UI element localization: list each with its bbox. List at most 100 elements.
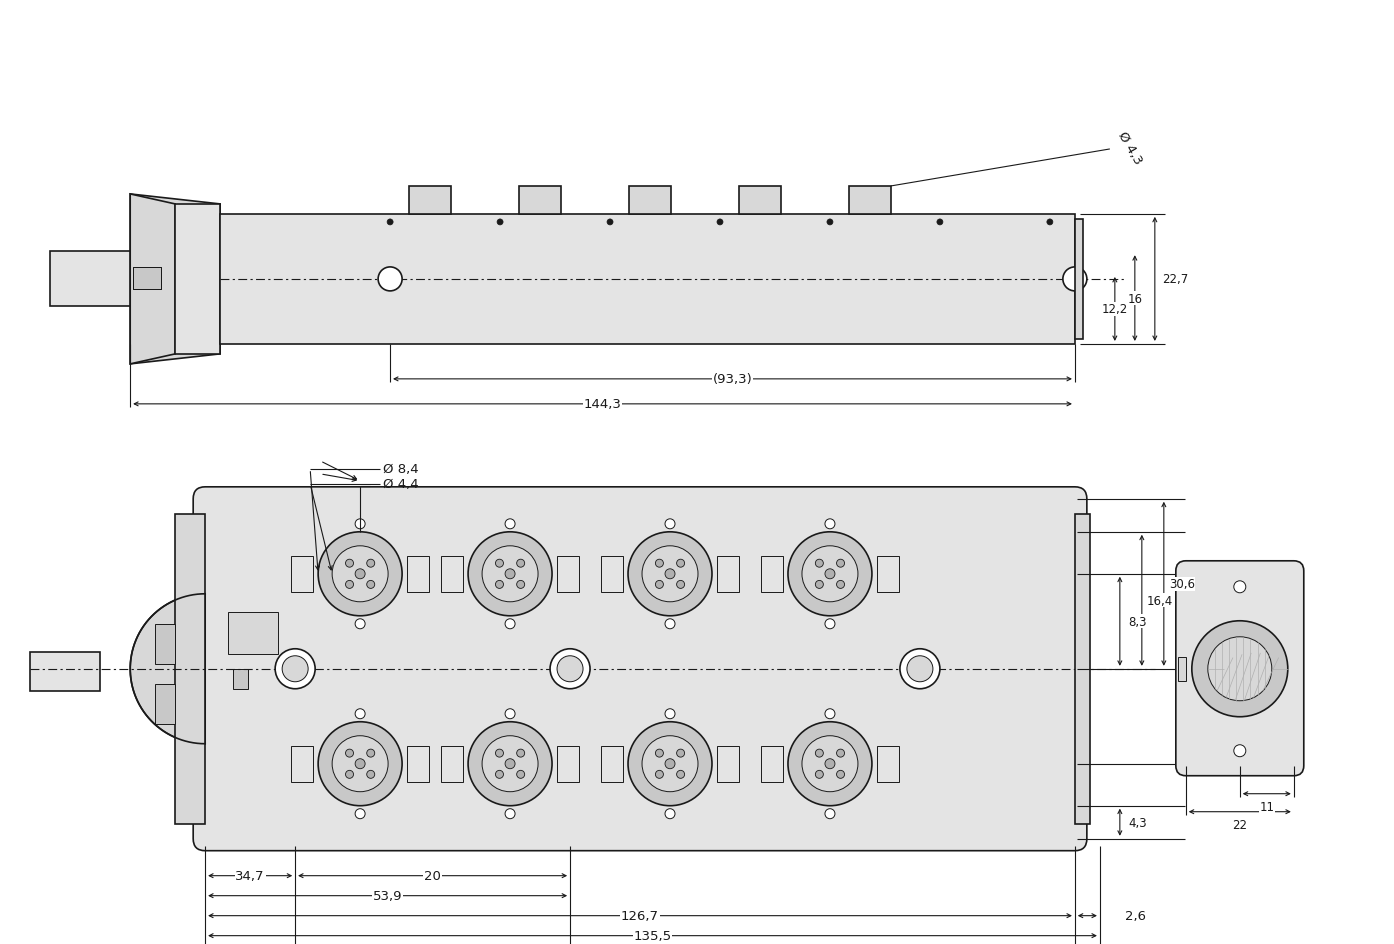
Circle shape [378, 267, 401, 292]
Text: Ø 4,4: Ø 4,4 [383, 478, 418, 491]
Bar [134, 267, 162, 290]
Bar [233, 669, 248, 689]
Bar [761, 746, 783, 782]
Polygon shape [176, 205, 220, 355]
Circle shape [665, 759, 675, 769]
Circle shape [676, 581, 684, 589]
Bar [519, 187, 560, 214]
Circle shape [517, 581, 524, 589]
Bar [408, 187, 452, 214]
Bar [601, 556, 623, 592]
Bar [229, 612, 279, 654]
Circle shape [282, 656, 308, 682]
Text: 16: 16 [1128, 293, 1142, 305]
Bar [717, 556, 739, 592]
Circle shape [643, 736, 698, 792]
Text: 16,4: 16,4 [1147, 594, 1172, 607]
Circle shape [655, 560, 664, 567]
Circle shape [665, 709, 675, 719]
Circle shape [346, 750, 354, 757]
Circle shape [815, 581, 824, 589]
Circle shape [468, 722, 552, 806]
Text: 22: 22 [1232, 818, 1248, 832]
Bar [407, 746, 429, 782]
Circle shape [676, 750, 684, 757]
Circle shape [498, 220, 503, 226]
Bar [291, 746, 314, 782]
Circle shape [355, 519, 365, 530]
Bar [877, 746, 899, 782]
Circle shape [815, 750, 824, 757]
Circle shape [665, 619, 675, 629]
Circle shape [495, 560, 503, 567]
Circle shape [318, 532, 401, 616]
Text: 4,3: 4,3 [1129, 816, 1147, 829]
Bar [176, 514, 205, 824]
Circle shape [665, 569, 675, 580]
Circle shape [355, 759, 365, 769]
Circle shape [505, 569, 514, 580]
Circle shape [495, 750, 503, 757]
Circle shape [676, 770, 684, 779]
Text: Ø 4,3: Ø 4,3 [1115, 129, 1144, 166]
Circle shape [1062, 267, 1087, 292]
Text: 53,9: 53,9 [372, 889, 403, 902]
Bar [291, 556, 314, 592]
Bar [220, 214, 1075, 345]
Text: (93,3): (93,3) [712, 373, 753, 386]
Text: 8,3: 8,3 [1129, 615, 1147, 628]
Circle shape [355, 709, 365, 719]
Circle shape [802, 736, 857, 792]
Bar [1178, 657, 1186, 681]
Bar [1075, 514, 1090, 824]
Circle shape [318, 722, 401, 806]
Circle shape [1207, 637, 1271, 701]
Polygon shape [130, 194, 176, 364]
Circle shape [825, 569, 835, 580]
Circle shape [815, 770, 824, 779]
Circle shape [275, 649, 315, 689]
Bar [601, 746, 623, 782]
Circle shape [665, 809, 675, 818]
Circle shape [346, 581, 354, 589]
Circle shape [505, 809, 514, 818]
Bar [155, 624, 176, 664]
FancyBboxPatch shape [1175, 561, 1303, 776]
Circle shape [332, 736, 388, 792]
Text: 20: 20 [424, 869, 441, 883]
Circle shape [505, 709, 514, 719]
Circle shape [788, 722, 871, 806]
Circle shape [937, 220, 942, 226]
Circle shape [825, 759, 835, 769]
Text: 22,7: 22,7 [1161, 273, 1188, 286]
Text: 126,7: 126,7 [620, 909, 659, 922]
Circle shape [1047, 220, 1052, 226]
Text: Ø 8,4: Ø 8,4 [383, 463, 418, 476]
Circle shape [836, 581, 845, 589]
Text: 144,3: 144,3 [584, 398, 622, 411]
Circle shape [717, 220, 723, 226]
Bar [155, 684, 176, 724]
Bar [717, 746, 739, 782]
Bar [31, 652, 100, 691]
Circle shape [558, 656, 583, 682]
Circle shape [836, 750, 845, 757]
Bar [441, 746, 463, 782]
Circle shape [367, 581, 375, 589]
Circle shape [907, 656, 933, 682]
Bar [441, 556, 463, 592]
Circle shape [517, 750, 524, 757]
Text: 34,7: 34,7 [236, 869, 265, 883]
Circle shape [367, 750, 375, 757]
Circle shape [655, 770, 664, 779]
Circle shape [468, 532, 552, 616]
Circle shape [495, 770, 503, 779]
Text: 11: 11 [1259, 801, 1274, 814]
Circle shape [836, 560, 845, 567]
Circle shape [655, 581, 664, 589]
Bar [1075, 220, 1083, 340]
Circle shape [827, 220, 834, 226]
Circle shape [825, 709, 835, 719]
Circle shape [505, 759, 514, 769]
Bar [739, 187, 781, 214]
